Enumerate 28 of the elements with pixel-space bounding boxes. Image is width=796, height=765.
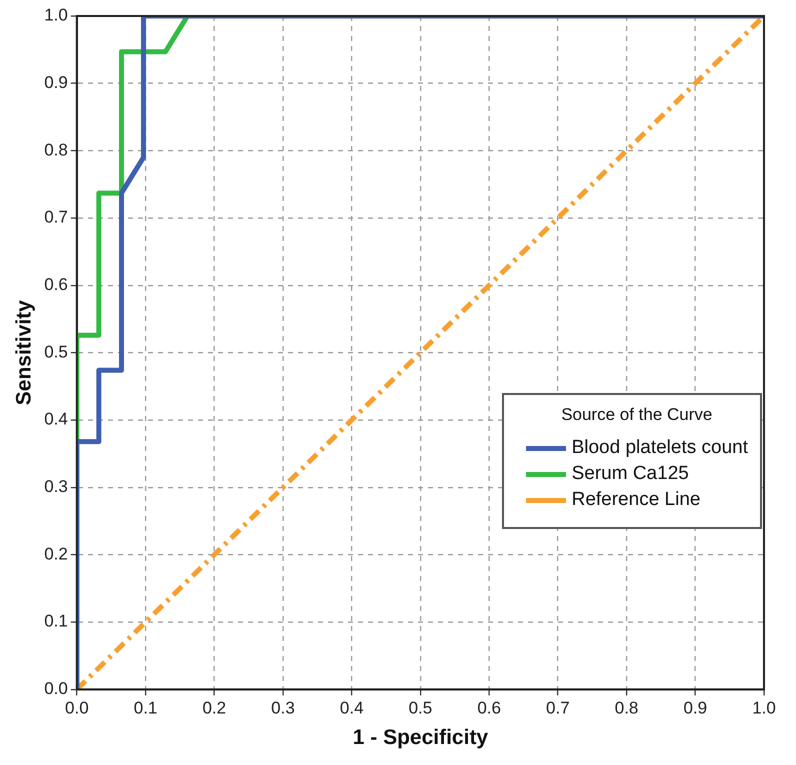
x-tick-label: 1.0 [752, 698, 776, 718]
y-tick-label: 0.7 [44, 208, 68, 227]
legend-title: Source of the Curve [560, 405, 714, 425]
legend-label: Reference Line [572, 489, 700, 511]
x-tick-label: 0.2 [202, 698, 226, 718]
legend-label: Blood platelets count [572, 437, 748, 459]
legend-label: Serum Ca125 [572, 463, 689, 485]
x-tick-label: 0.1 [134, 698, 158, 718]
y-tick-label: 0.5 [44, 342, 68, 362]
y-axis-title: Sensitivity [12, 300, 36, 406]
y-tick-label: 0.8 [44, 140, 68, 160]
x-tick-label: 0.3 [271, 698, 295, 718]
x-tick-label: 0.9 [683, 698, 708, 718]
x-tick-label: 0.5 [408, 698, 432, 718]
y-tick-label: 1.0 [44, 6, 68, 25]
y-tick-label: 0.9 [44, 73, 68, 92]
x-tick-label: 0.6 [477, 698, 501, 718]
y-tick-label: 0.2 [44, 544, 68, 564]
x-tick-label: 0.8 [614, 698, 638, 718]
x-tick-label: 0.4 [340, 698, 364, 718]
x-tick-label: 0.7 [546, 698, 570, 718]
x-tick-label: 0.0 [65, 698, 89, 718]
x-axis-title: 1 - Specificity [352, 726, 488, 750]
y-tick-label: 0.4 [44, 410, 68, 429]
y-tick-label: 0.1 [44, 612, 68, 631]
y-tick-label: 0.3 [44, 477, 68, 496]
y-tick-label: 0.0 [44, 679, 68, 698]
y-tick-label: 0.6 [44, 275, 68, 294]
